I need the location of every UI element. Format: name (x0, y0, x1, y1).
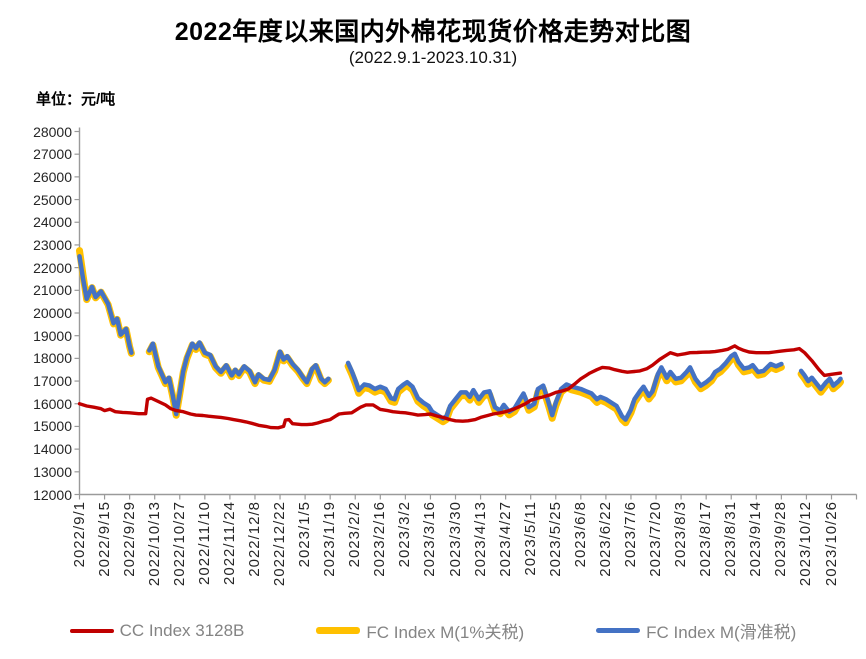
x-axis-tick-label: 2023/7/6 (621, 501, 639, 568)
x-axis-tick-label: 2022/10/13 (145, 501, 163, 587)
y-axis-tick-label: 20000 (33, 305, 72, 321)
x-axis-tick-label: 2022/11/10 (195, 501, 213, 585)
y-axis-tick-label: 19000 (33, 327, 72, 344)
x-axis-tick-label: 2023/1/5 (296, 501, 314, 568)
y-axis-tick-label: 21000 (33, 282, 72, 299)
x-axis-tick-label: 2023/4/13 (471, 501, 489, 577)
legend-label: FC Index M(滑准税) (646, 623, 797, 642)
y-axis-tick-label: 28000 (33, 123, 72, 140)
chart-title: 2022年度以来国内外棉花现货价格走势对比图 (174, 18, 692, 46)
y-axis-tick-label: 24000 (33, 214, 72, 231)
legend-item-fc-index-sliding-duty: FC Index M(滑准税) (596, 618, 796, 643)
x-axis-tick-label: 2023/4/27 (496, 501, 514, 577)
x-axis-tick-label: 2022/9/29 (120, 501, 138, 577)
y-axis-unit-label: 单位：元/吨 (36, 91, 116, 108)
x-axis-tick-label: 2023/8/31 (722, 501, 740, 577)
y-axis-tick-label: 14000 (33, 441, 72, 458)
y-axis-tick-label: 26000 (33, 168, 72, 185)
x-axis-tick-label: 2022/12/8 (245, 501, 263, 577)
x-axis-tick-label: 2023/8/3 (672, 501, 690, 568)
x-axis-tick-label: 2023/10/26 (822, 501, 840, 587)
x-axis-tick-label: 2023/1/19 (321, 501, 339, 577)
x-axis-tick-label: 2023/3/30 (446, 501, 464, 577)
legend: CC Index 3128B FC Index M(1%关税) FC Index… (0, 618, 866, 643)
legend-swatch-blue-line (596, 628, 641, 633)
x-axis-tick-label: 2023/5/25 (546, 501, 564, 577)
x-axis-tick-label: 2022/9/15 (95, 501, 113, 577)
x-axis-tick-label: 2022/12/22 (271, 501, 289, 587)
x-axis-tick-label: 2023/9/14 (747, 501, 765, 577)
y-axis-tick-label: 17000 (33, 373, 72, 390)
y-axis-tick-label: 12000 (33, 486, 72, 503)
x-axis-tick-label: 2023/2/2 (346, 501, 364, 568)
y-axis-tick-label: 16000 (33, 395, 72, 412)
x-axis-tick-label: 2023/3/16 (421, 501, 439, 577)
series-line-cc-index-3128b (77, 344, 843, 430)
x-axis-tick-label: 2023/2/16 (371, 501, 389, 577)
legend-swatch-yellow-line (316, 627, 361, 634)
y-axis-tick-label: 23000 (33, 236, 72, 253)
y-axis-tick-label: 27000 (33, 146, 72, 163)
x-axis-tick-label: 2023/10/12 (797, 501, 815, 587)
x-axis-tick-label: 2023/7/20 (647, 501, 665, 577)
legend-item-cc-index-3128b: CC Index 3128B (69, 620, 245, 641)
x-axis-tick-label: 2023/6/22 (596, 501, 614, 577)
x-axis-tick-label: 2023/5/11 (521, 501, 539, 576)
y-axis-tick-label: 13000 (33, 463, 72, 480)
x-axis-tick-label: 2022/11/24 (220, 501, 238, 585)
x-axis-tick-label: 2023/8/17 (697, 501, 715, 577)
series-line-fc-index-sliding-duty (77, 254, 843, 422)
legend-item-fc-index-1pct-tariff: FC Index M(1%关税) (316, 618, 524, 643)
x-axis-tick-label: 2023/9/28 (772, 501, 790, 577)
x-axis-tick-label: 2023/3/2 (396, 501, 414, 568)
legend-swatch-red-line (69, 628, 114, 633)
y-axis-tick-label: 18000 (33, 350, 72, 367)
x-axis-tick-label: 2022/10/27 (170, 501, 188, 587)
chart-subtitle: (2022.9.1-2023.10.31) (348, 48, 518, 67)
y-axis-tick-label: 22000 (33, 259, 72, 276)
x-axis-tick-label: 2022/9/1 (70, 501, 88, 568)
x-axis-tick-label: 2023/6/8 (571, 501, 589, 568)
legend-label: CC Index 3128B (119, 620, 245, 640)
y-axis-tick-label: 25000 (33, 191, 72, 208)
legend-label: FC Index M(1%关税) (366, 623, 525, 642)
y-axis-tick-label: 15000 (33, 418, 72, 435)
